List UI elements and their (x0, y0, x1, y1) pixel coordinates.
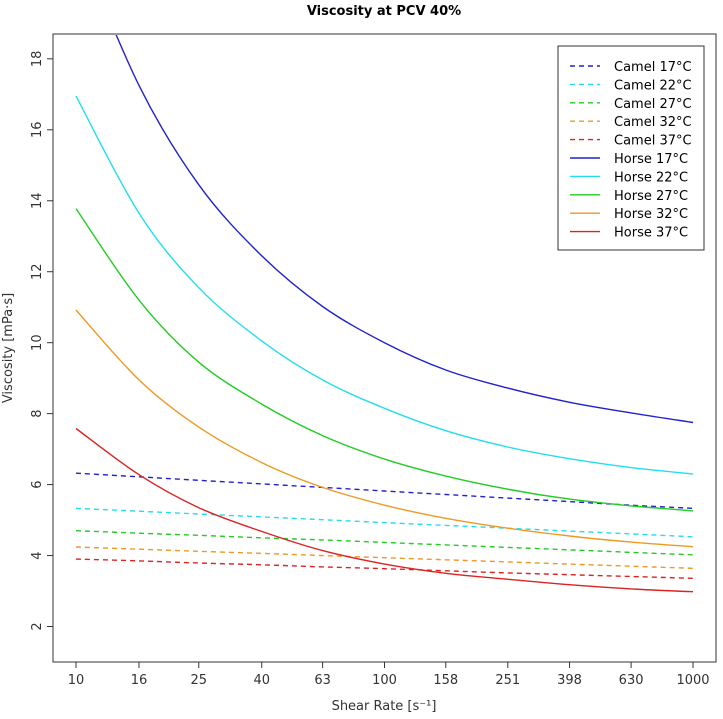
y-tick-label: 2 (30, 622, 45, 630)
legend-label: Horse 17°C (614, 152, 688, 167)
series-line-camel-22-c (75, 507, 694, 538)
series-line-horse-37-c (75, 427, 694, 593)
x-tick-label: 158 (433, 673, 458, 688)
series-line-horse-22-c (75, 95, 694, 475)
y-tick-label: 16 (30, 122, 45, 139)
chart-title: Viscosity at PCV 40% (307, 4, 461, 19)
legend-label: Horse 22°C (614, 170, 688, 185)
legend-label: Horse 32°C (614, 207, 688, 222)
x-tick-label: 16 (131, 673, 148, 688)
y-tick-label: 14 (30, 192, 45, 209)
x-tick-label: 10 (68, 673, 85, 688)
y-axis-label: Viscosity [mPa·s] (1, 293, 16, 403)
y-tick-label: 4 (30, 551, 45, 559)
y-tick-label: 10 (30, 334, 45, 351)
series-line-horse-17-c (115, 35, 694, 424)
legend-label: Camel 37°C (614, 134, 692, 149)
y-tick-label: 8 (30, 409, 45, 417)
series-line-camel-37-c (75, 558, 694, 579)
legend-label: Camel 17°C (614, 60, 692, 75)
x-tick-label: 1000 (676, 673, 709, 688)
series-line-horse-27-c (75, 208, 694, 512)
x-tick-label: 398 (557, 673, 582, 688)
y-tick-label: 12 (30, 263, 45, 280)
legend-label: Horse 27°C (614, 189, 688, 204)
y-axis-ticks: 2 4 6 8 10 12 14 16 18 (30, 51, 53, 631)
x-tick-label: 251 (495, 673, 520, 688)
series-line-camel-17-c (75, 472, 694, 510)
legend: Camel 17°C Camel 22°C Camel 27°C Camel 32°C… (557, 45, 705, 251)
x-tick-label: 40 (253, 673, 270, 688)
series-layer (75, 35, 694, 593)
series-line-camel-32-c (75, 546, 694, 569)
x-axis-label: Shear Rate [s⁻¹] (332, 699, 437, 714)
legend-box (557, 45, 705, 251)
legend-label: Camel 27°C (614, 97, 692, 112)
series-line-camel-27-c (75, 530, 694, 556)
x-tick-label: 63 (314, 673, 331, 688)
x-tick-label: 630 (619, 673, 644, 688)
legend-label: Camel 22°C (614, 78, 692, 93)
x-axis-ticks: 10 16 25 40 63 100 158 251 398 630 1000 (68, 662, 710, 688)
series-line-horse-32-c (75, 309, 694, 548)
x-tick-label: 100 (372, 673, 397, 688)
y-tick-label: 6 (30, 480, 45, 488)
x-tick-label: 25 (190, 673, 207, 688)
y-tick-label: 18 (30, 51, 45, 68)
legend-label: Camel 32°C (614, 115, 692, 130)
legend-label: Horse 37°C (614, 226, 688, 241)
